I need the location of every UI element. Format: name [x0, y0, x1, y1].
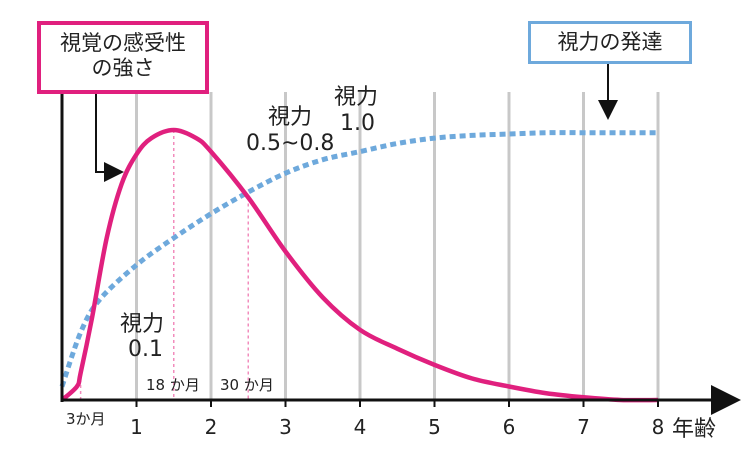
annotation-acuity-01-line1: 視力 [120, 312, 164, 337]
x-tick-label: 2 [205, 415, 218, 439]
annotation-acuity-01-line2: 0.1 [128, 337, 163, 362]
x-tick-label: 6 [503, 415, 516, 439]
x-tick-label: 3 [279, 415, 292, 439]
x-axis-unit-label: 年齢 [672, 417, 716, 442]
annotation-acuity-10-line2: 1.0 [340, 111, 375, 136]
marker-label-18-months: 18 か月 [146, 376, 200, 394]
vertical-grid [135, 92, 660, 400]
development-label-box: 視力の発達 [528, 21, 692, 64]
x-tick-label: 1 [130, 415, 143, 439]
marker-label-30-months: 30 か月 [220, 376, 274, 394]
x-tick-label: 5 [428, 415, 441, 439]
annotation-acuity-05-line1: 視力 [268, 105, 312, 130]
series-lines [59, 127, 659, 403]
x-tick-label: 8 [652, 415, 665, 439]
x-tick-label: 4 [354, 415, 367, 439]
sensitivity-label-line1: 視覚の感受性 [60, 31, 186, 55]
development-label: 視力の発達 [557, 30, 663, 54]
sensitivity-curve [60, 127, 659, 403]
sensitivity-leader-arrow [95, 92, 124, 182]
x-tick-labels: 1 2 3 4 5 6 7 8 [130, 400, 664, 439]
sensitivity-label-line2: の強さ [91, 56, 155, 81]
sensitivity-label-box: 視覚の感受性 の強さ [37, 21, 209, 94]
age-marker-lines [79, 130, 249, 400]
annotation-acuity-05-line2: 0.5~0.8 [246, 131, 334, 156]
x-tick-label: 7 [577, 415, 590, 439]
marker-label-3-months: 3か月 [66, 410, 106, 428]
acuity-development-curve [59, 130, 658, 388]
annotation-acuity-10-line1: 視力 [334, 85, 378, 110]
